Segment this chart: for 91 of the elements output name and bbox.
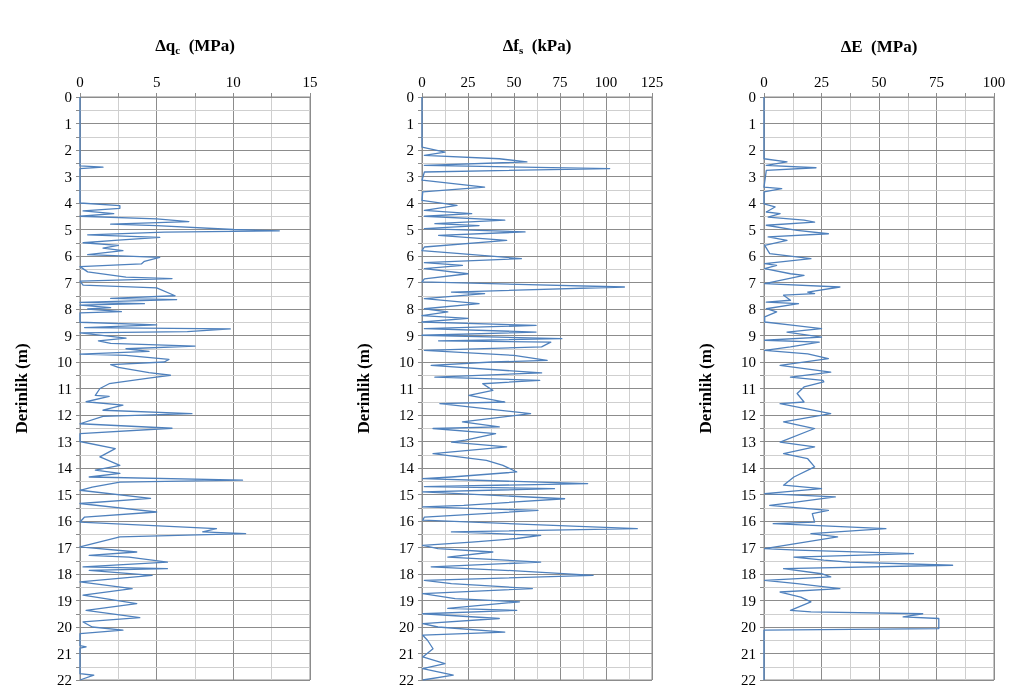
y-tick-label: 22: [741, 672, 756, 688]
y-tick-label: 5: [64, 221, 72, 238]
y-tick-label: 21: [57, 645, 72, 662]
y-tick-label: 4: [406, 195, 415, 211]
y-tick-label: 0: [406, 89, 414, 105]
y-tick-label: 5: [406, 221, 414, 238]
y-tick-label: 3: [748, 168, 756, 185]
y-tick-label: 8: [748, 301, 756, 317]
y-tick-label: 13: [57, 433, 72, 450]
y-tick-label: 13: [741, 433, 756, 450]
y-tick-label: 6: [64, 248, 73, 264]
x-tick-label: 0: [760, 73, 768, 90]
y-tick-label: 1: [64, 115, 72, 132]
y-tick-label: 15: [57, 486, 72, 503]
y-tick-label: 9: [406, 327, 414, 344]
y-tick-label: 21: [399, 645, 414, 662]
y-tick-label: 16: [741, 513, 757, 529]
y-tick-label: 8: [64, 301, 72, 317]
y-tick-label: 19: [741, 592, 756, 609]
y-tick-label: 19: [399, 592, 414, 609]
y-tick-label: 16: [57, 513, 73, 529]
y-tick-label: 22: [57, 672, 72, 688]
y-tick-label: 10: [399, 354, 414, 370]
x-tick-label: 75: [929, 73, 944, 90]
y-tick-label: 1: [406, 115, 414, 132]
y-tick-label: 15: [741, 486, 756, 503]
y-tick-label: 2: [748, 142, 756, 158]
y-axis-title: Derinlik (m): [696, 343, 715, 434]
y-tick-label: 17: [399, 539, 415, 556]
y-tick-label: 12: [741, 407, 756, 423]
line-series: [763, 96, 954, 681]
y-tick-label: 11: [741, 380, 756, 397]
y-tick-label: 20: [399, 619, 414, 635]
y-tick-label: 10: [741, 354, 756, 370]
x-axis-title: ΔE (MPa): [840, 37, 918, 56]
y-tick-label: 18: [57, 566, 72, 582]
y-tick-label: 9: [748, 327, 756, 344]
x-tick-label: 25: [814, 73, 829, 90]
y-tick-label: 5: [748, 221, 756, 238]
y-tick-label: 10: [57, 354, 72, 370]
x-tick-label: 0: [76, 73, 84, 90]
y-tick-label: 11: [399, 380, 414, 397]
x-tick-label: 10: [225, 73, 241, 90]
x-tick-label: 50: [506, 73, 522, 90]
y-tick-label: 4: [748, 195, 757, 211]
y-tick-label: 14: [399, 460, 415, 476]
x-tick-label: 100: [594, 73, 618, 90]
y-tick-label: 20: [57, 619, 72, 635]
y-tick-label: 0: [64, 89, 72, 105]
x-tick-label: 15: [302, 73, 318, 90]
y-tick-label: 18: [399, 566, 414, 582]
x-tick-label: 0: [418, 73, 426, 90]
y-tick-label: 11: [57, 380, 72, 397]
y-tick-label: 21: [741, 645, 756, 662]
y-tick-label: 4: [64, 195, 73, 211]
y-tick-label: 15: [399, 486, 414, 503]
y-tick-label: 12: [399, 407, 414, 423]
y-tick-label: 0: [748, 89, 756, 105]
y-tick-label: 12: [57, 407, 72, 423]
y-tick-label: 7: [748, 274, 757, 291]
y-tick-label: 1: [748, 115, 756, 132]
x-tick-label: 50: [871, 73, 887, 90]
line-series: [421, 96, 638, 681]
y-tick-label: 8: [406, 301, 414, 317]
y-tick-label: 14: [741, 460, 757, 476]
y-tick-label: 7: [64, 274, 73, 291]
y-tick-label: 16: [399, 513, 415, 529]
y-tick-label: 6: [748, 248, 757, 264]
y-axis-title: Derinlik (m): [354, 343, 373, 434]
x-tick-label: 75: [552, 73, 568, 90]
y-tick-label: 20: [741, 619, 756, 635]
y-tick-label: 2: [406, 142, 414, 158]
y-tick-label: 3: [406, 168, 414, 185]
y-tick-label: 17: [57, 539, 73, 556]
y-tick-label: 13: [399, 433, 414, 450]
y-tick-label: 19: [57, 592, 72, 609]
line-series: [79, 96, 280, 681]
y-tick-label: 14: [57, 460, 73, 476]
x-tick-label: 100: [982, 73, 1006, 90]
y-tick-label: 6: [406, 248, 415, 264]
x-tick-label: 125: [640, 73, 664, 90]
y-axis-title: Derinlik (m): [12, 343, 31, 434]
y-tick-label: 9: [64, 327, 72, 344]
x-tick-label: 5: [152, 73, 161, 90]
y-tick-label: 18: [741, 566, 756, 582]
y-tick-label: 7: [406, 274, 415, 291]
y-tick-label: 2: [64, 142, 72, 158]
y-tick-label: 3: [64, 168, 72, 185]
y-tick-label: 22: [399, 672, 414, 688]
x-tick-label: 25: [460, 73, 476, 90]
y-tick-label: 17: [741, 539, 757, 556]
